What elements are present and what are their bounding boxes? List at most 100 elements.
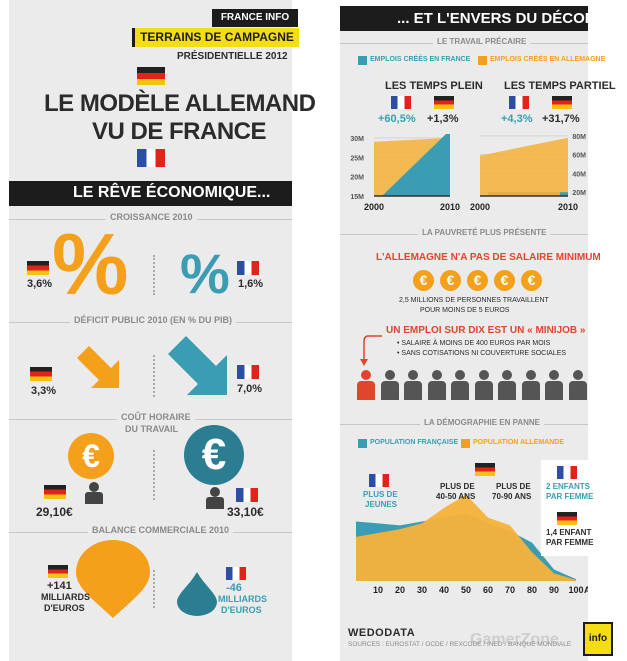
y-tick-label: 40M: [572, 171, 586, 178]
economic-dream-banner: [9, 181, 292, 206]
part-time-fr-value: +4,3%: [501, 113, 533, 125]
legend-de-population: POPULATION ALLEMANDE: [473, 439, 564, 446]
germany-flag-icon: [48, 565, 68, 578]
trade-balance-label: BALANCE COMMERCIALE 2010: [88, 525, 234, 535]
x-tick-label: 60: [483, 585, 493, 595]
y-tick-label: 60M: [572, 153, 586, 160]
worker-fr-icon: [206, 487, 224, 509]
behind-scenes-banner: [340, 6, 588, 31]
trade-fr-unit-line1: MILLIARDS: [218, 594, 267, 604]
germany-flag-icon: [552, 96, 572, 109]
main-title-line2: VU DE FRANCE: [92, 118, 267, 145]
euro-coin-icon: €: [494, 270, 515, 291]
france-flag-icon: [237, 261, 259, 275]
demography-chart: 10 20 30 40 50 60 70 80 90 100ANS: [356, 494, 588, 595]
y-tick-label: 20M: [350, 175, 364, 182]
germany-flag-icon: [434, 96, 454, 109]
germany-flag-icon: [557, 512, 577, 525]
part-time-chart: 20M 40M 60M 80M 2000 2010: [470, 134, 586, 212]
fr-fertility-line1: 2 ENFANTS: [546, 482, 591, 491]
minijob-title: UN EMPLOI SUR DIX EST UN « MINIJOB »: [386, 325, 586, 336]
x-axis-unit: ANS: [584, 585, 588, 595]
worker-icon: [497, 370, 517, 400]
annotation-7090-line2: 70-90 ANS: [492, 492, 532, 501]
labor-de-value: 29,10€: [36, 505, 73, 519]
watermark: GamerZone: [470, 631, 559, 648]
trade-de-unit-line1: MILLIARDS: [41, 592, 90, 602]
x-tick-label: 2000: [364, 202, 384, 212]
worker-icon: [544, 370, 564, 400]
deficit-fr-arrow-icon: [168, 336, 227, 395]
france-flag-icon: [237, 365, 259, 379]
trade-de-value: +141: [47, 580, 72, 592]
x-tick-label: 70: [505, 585, 515, 595]
worker-icon: [474, 370, 494, 400]
trade-fr-unit-line2: D'EUROS: [221, 605, 262, 615]
minijob-bullet-contributions: • SANS COTISATIONS NI COUVERTURE SOCIALE…: [397, 350, 567, 357]
part-time-title: LES TEMPS PARTIEL: [504, 80, 616, 92]
growth-de-percent-symbol: %: [52, 217, 129, 313]
x-tick-label: 2000: [470, 202, 490, 212]
worker-icon: [380, 370, 400, 400]
france-area: [560, 192, 568, 196]
trade-fr-value: -46: [226, 582, 242, 594]
growth-fr-percent-symbol: %: [180, 242, 230, 305]
growth-fr-value: 1,6%: [238, 278, 264, 290]
euro-coin-icon: €: [440, 270, 461, 291]
euro-coin-icon: €: [467, 270, 488, 291]
legend-fr-population: POPULATION FRANÇAISE: [370, 439, 459, 446]
y-tick-label: 30M: [350, 136, 364, 143]
x-tick-label: 2010: [558, 202, 578, 212]
minijob-worker-icon: [356, 370, 376, 400]
germany-flag-icon: [27, 261, 49, 275]
x-tick-label: 30: [417, 585, 427, 595]
france-flag-icon: [226, 567, 246, 580]
y-tick-label: 20M: [572, 190, 586, 197]
pointer-arrow-icon: [360, 335, 382, 366]
growth-de-value: 3,6%: [27, 278, 53, 290]
labor-fr-value: 33,10€: [227, 505, 264, 519]
source-badge: FRANCE INFO: [212, 9, 298, 27]
france-flag-icon: [137, 149, 165, 167]
x-tick-label: 10: [373, 585, 383, 595]
y-tick-label: 25M: [350, 155, 364, 162]
annotation-young-line1: PLUS DE: [363, 490, 398, 499]
germany-flag-icon: [30, 367, 52, 381]
part-time-de-value: +31,7%: [542, 113, 580, 125]
x-tick-label: 50: [461, 585, 471, 595]
precarious-label: LE TRAVAIL PRÉCAIRE: [433, 37, 531, 46]
full-time-de-value: +1,3%: [427, 113, 459, 125]
annotation-4050-line2: 40-50 ANS: [436, 492, 476, 501]
legend-fr-jobs: EMPLOIS CRÉÉS EN FRANCE: [370, 56, 471, 63]
france-flag-icon: [557, 466, 577, 479]
no-minimum-wage-text: L'ALLEMAGNE N'A PAS DE SALAIRE MINIMUM: [376, 252, 601, 263]
minijob-bullet-salary: • SALAIRE À MOINS DE 400 EUROS PAR MOIS: [397, 340, 551, 347]
labor-cost-label-line2: DU TRAVAIL: [125, 424, 179, 434]
worker-icon: [450, 370, 470, 400]
de-fertility-line2: PAR FEMME: [546, 538, 594, 547]
deficit-label: DÉFICIT PUBLIC 2010 (EN % DU PIB): [70, 315, 237, 325]
workers-row: [340, 370, 588, 402]
x-tick-label: 80: [527, 585, 537, 595]
deficit-fr-value: 7,0%: [237, 383, 263, 395]
worker-icon: [403, 370, 423, 400]
x-tick-label: 20: [395, 585, 405, 595]
x-tick-label: 100: [568, 585, 583, 595]
france-area: [382, 134, 450, 196]
germany-area: [480, 137, 568, 196]
workers-text-line2: POUR MOINS DE 5 EUROS: [420, 307, 510, 314]
economic-dream-title: LE RÊVE ÉCONOMIQUE...: [73, 184, 271, 201]
poverty-label: LA PAUVRETÉ PLUS PRÉSENTE: [418, 228, 551, 237]
full-time-title: LES TEMPS PLEIN: [385, 80, 483, 92]
france-area-base: [488, 192, 560, 196]
y-tick-label: 15M: [350, 194, 364, 201]
x-tick-label: 2010: [440, 202, 460, 212]
annotation-young-line2: JEUNES: [365, 500, 398, 509]
fr-fertility-line2: PAR FEMME: [546, 492, 594, 501]
full-time-fr-value: +60,5%: [378, 113, 416, 125]
full-time-chart: 15M 20M 25M 30M 2000 2010: [350, 134, 460, 212]
election-subtitle: PRÉSIDENTIELLE 2012: [177, 51, 288, 62]
main-title-line1: LE MODÈLE ALLEMAND: [44, 90, 316, 117]
france-info-logo: info: [583, 622, 613, 656]
euro-fr-coin-icon: €: [184, 425, 244, 485]
